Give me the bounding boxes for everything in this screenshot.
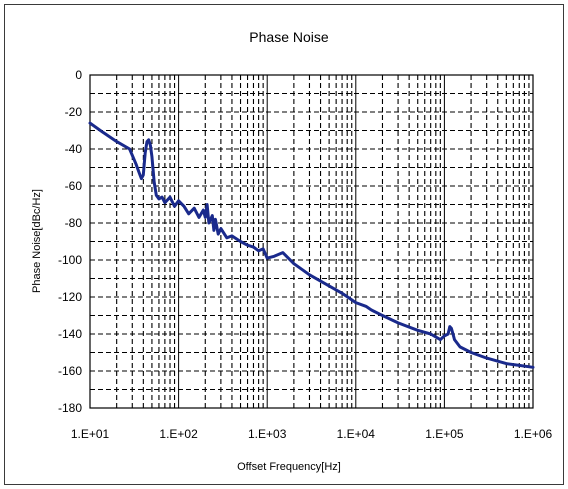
- y-tick-label: -140: [58, 327, 82, 341]
- x-tick-label: 1.E+06: [514, 427, 553, 441]
- x-tick-label: 1.E+01: [71, 427, 110, 441]
- plot-area-border: [89, 74, 534, 409]
- y-tick-label: -120: [58, 290, 82, 304]
- x-tick-labels: 1.E+01 1.E+02 1.E+03 1.E+04 1.E+05 1.E+06: [71, 427, 553, 441]
- y-axis-label: Phase Noise[dBc/Hz]: [31, 189, 43, 293]
- x-axis-label: Offset Frequency[Hz]: [237, 461, 341, 473]
- chart-title: Phase Noise: [249, 29, 329, 45]
- y-tick-label: -20: [65, 105, 83, 119]
- x-tick-label: 1.E+03: [248, 427, 287, 441]
- series-layer: [88, 121, 535, 369]
- x-tick-label: 1.E+04: [337, 427, 376, 441]
- y-tick-label: -160: [58, 364, 82, 378]
- y-tick-label: -80: [65, 216, 83, 230]
- x-tick-label: 1.E+02: [159, 427, 198, 441]
- phase-noise-series-line: [88, 121, 535, 369]
- y-tick-label: -60: [65, 179, 83, 193]
- y-tick-label: -100: [58, 253, 82, 267]
- grid-lines: [90, 75, 533, 408]
- y-tick-label: -40: [65, 142, 83, 156]
- x-tick-label: 1.E+05: [425, 427, 464, 441]
- y-tick-label: 0: [75, 68, 82, 82]
- y-tick-labels: 0 -20 -40 -60 -80 -100 -120 -140 -160 -180: [58, 68, 82, 415]
- y-tick-label: -180: [58, 401, 82, 415]
